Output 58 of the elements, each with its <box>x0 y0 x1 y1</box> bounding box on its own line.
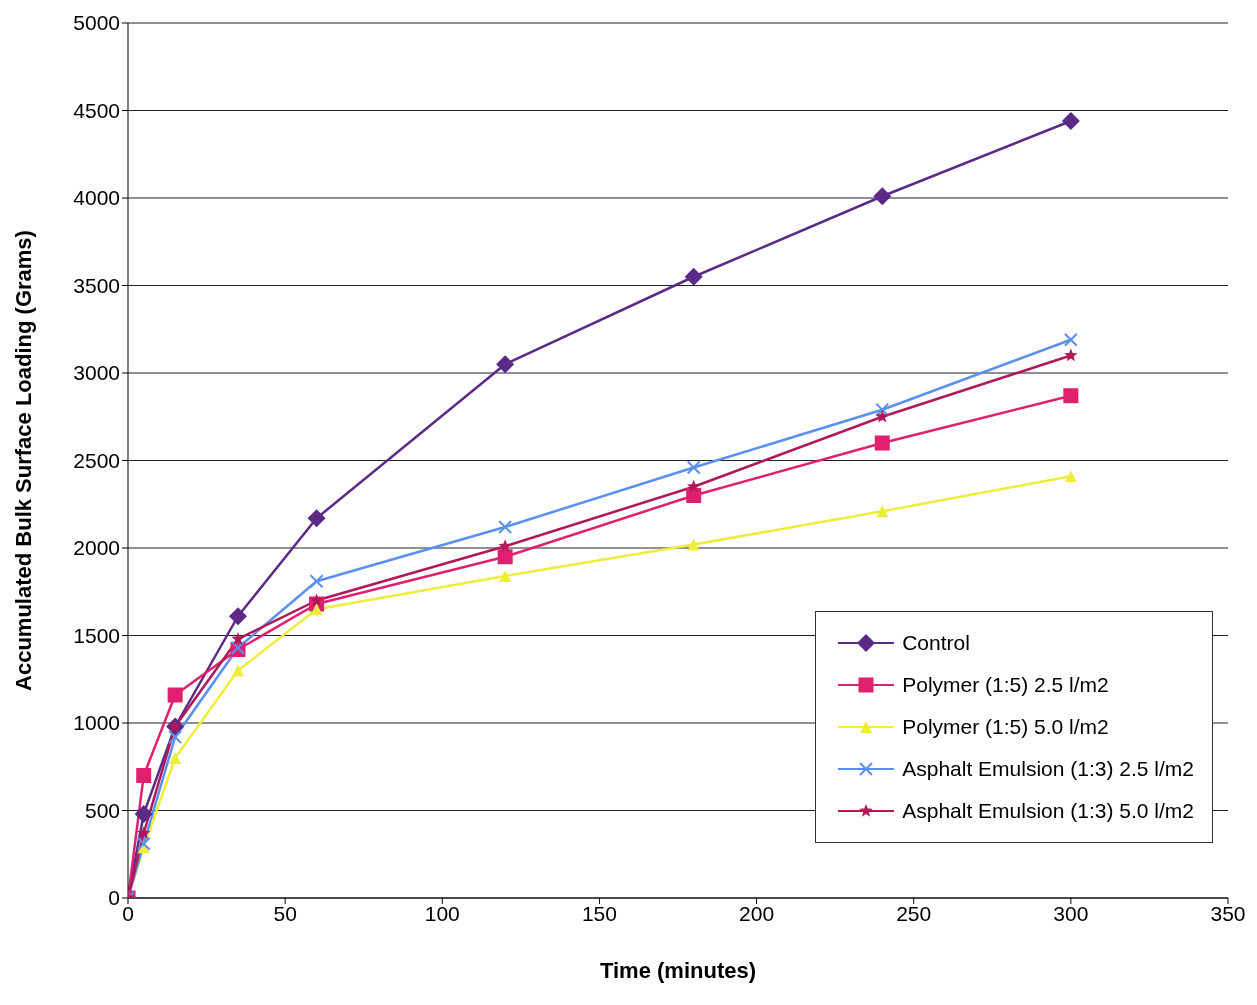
point <box>309 574 324 589</box>
y-tick-label: 2500 <box>73 448 120 472</box>
x-tick-label: 100 <box>424 901 460 925</box>
y-tick-label: 0 <box>108 886 120 910</box>
y-axis-title: Accumulated Bulk Surface Loading (Grams) <box>10 230 36 691</box>
point <box>1063 388 1079 404</box>
point <box>134 805 153 823</box>
point <box>168 730 183 744</box>
y-tick-label: 1000 <box>73 711 120 735</box>
point <box>169 752 182 764</box>
point <box>136 836 151 851</box>
point <box>497 549 513 565</box>
point <box>875 409 889 423</box>
point <box>1063 332 1078 347</box>
legend-label: Asphalt Emulsion (1:3) 5.0 l/m2 <box>902 799 1194 823</box>
legend-label: Control <box>902 631 970 655</box>
y-tick-label: 3500 <box>73 273 120 297</box>
y-tick-label: 4500 <box>73 98 120 122</box>
point <box>496 355 515 374</box>
y-tick-label: 500 <box>84 798 120 822</box>
x-axis-title: Time (minutes) <box>599 958 757 983</box>
y-tick-label: 3000 <box>73 361 120 385</box>
point <box>229 607 247 626</box>
point <box>684 267 703 286</box>
y-tick-label: 2000 <box>73 536 120 560</box>
point <box>687 479 701 493</box>
point <box>309 593 324 607</box>
point <box>167 687 183 703</box>
legend-label: Polymer (1:5) 2.5 l/m2 <box>902 673 1109 697</box>
point <box>1064 348 1078 362</box>
point <box>687 538 700 551</box>
point <box>307 509 326 528</box>
point <box>874 435 890 451</box>
point <box>498 520 513 534</box>
point <box>1061 112 1080 130</box>
y-tick-label: 5000 <box>73 11 120 35</box>
point <box>499 570 512 582</box>
y-tick-label: 1500 <box>73 623 120 647</box>
point <box>310 603 323 616</box>
point <box>136 768 152 783</box>
point <box>686 460 701 475</box>
x-tick-label: 200 <box>739 901 775 925</box>
y-tick-label: 4000 <box>73 186 120 210</box>
point <box>1064 470 1077 483</box>
point <box>686 488 702 503</box>
x-tick-label: 150 <box>581 901 617 925</box>
point <box>231 632 245 645</box>
point <box>232 664 244 677</box>
point <box>873 187 892 206</box>
x-tick-label: 300 <box>1053 901 1089 925</box>
point <box>875 402 890 417</box>
legend-label: Polymer (1:5) 5.0 l/m2 <box>902 715 1109 739</box>
x-tick-label: 350 <box>1210 901 1246 925</box>
legend-label: Asphalt Emulsion (1:3) 2.5 l/m2 <box>902 757 1194 781</box>
x-tick-label: 250 <box>896 901 932 925</box>
point <box>137 826 151 839</box>
point <box>876 505 889 518</box>
x-tick-label: 50 <box>273 901 297 925</box>
